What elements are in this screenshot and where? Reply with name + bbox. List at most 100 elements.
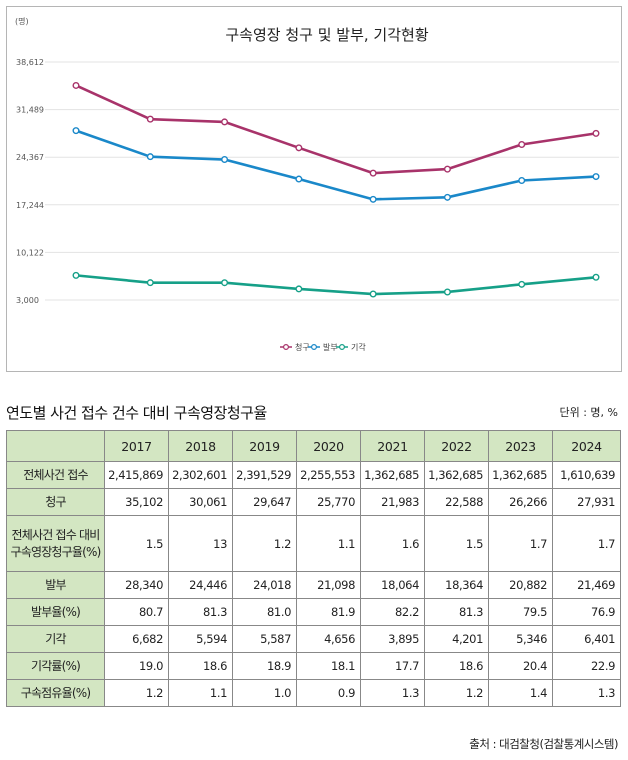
- table-cell: 1.6: [360, 515, 425, 572]
- table-cell: 3,895: [360, 625, 425, 653]
- data-point: [369, 290, 377, 298]
- year-header: 2018: [168, 430, 233, 462]
- data-point: [146, 279, 154, 287]
- table-cell: 81.9: [296, 598, 361, 626]
- y-tick-label: 10,122: [16, 248, 44, 257]
- table-cell: 1,362,685: [360, 461, 425, 489]
- table-cell: 19.0: [104, 652, 169, 680]
- table-cell: 26,266: [488, 488, 553, 516]
- table-cell: 20.4: [488, 652, 553, 680]
- year-header: 2021: [360, 430, 425, 462]
- table-cell: 1.1: [168, 679, 233, 707]
- table-cell: 4,656: [296, 625, 361, 653]
- table-cell: 6,401: [552, 625, 621, 653]
- table-cell: 30,061: [168, 488, 233, 516]
- table-cell: 1.2: [232, 515, 297, 572]
- year-header: 2024: [552, 430, 621, 462]
- table-cell: 1,362,685: [488, 461, 553, 489]
- year-header: 2019: [232, 430, 297, 462]
- legend-label: 청구: [295, 343, 310, 352]
- table-cell: 1.0: [232, 679, 297, 707]
- table-cell: 5,346: [488, 625, 553, 653]
- year-header: 2023: [488, 430, 553, 462]
- row-label: 발부율(%): [6, 598, 105, 626]
- y-tick-label: 17,244: [16, 201, 44, 210]
- table-cell: 27,931: [552, 488, 621, 516]
- table-cell: 76.9: [552, 598, 621, 626]
- table-cell: 2,302,601: [168, 461, 233, 489]
- row-label: 전체사건 접수 대비 구속영장청구율(%): [6, 515, 105, 572]
- table-cell: 5,587: [232, 625, 297, 653]
- data-point: [443, 193, 451, 201]
- table-cell: 17.7: [360, 652, 425, 680]
- data-point: [443, 288, 451, 296]
- data-point: [518, 141, 526, 149]
- data-point: [443, 165, 451, 173]
- table-cell: 24,446: [168, 571, 233, 599]
- table-cell: 80.7: [104, 598, 169, 626]
- data-point: [146, 153, 154, 161]
- chart-panel: 구속영장 청구 및 발부, 기각현황 (명) 38,612 31,489 24,36…: [6, 6, 622, 372]
- data-point: [221, 156, 229, 164]
- table-row: 청구 35,102 30,061 29,647 25,770 21,983 22,588 26…: [6, 488, 621, 516]
- y-axis-unit: (명): [15, 16, 29, 26]
- table-cell: 82.2: [360, 598, 425, 626]
- y-tick-label: 24,367: [16, 153, 44, 162]
- table-cell: 22.9: [552, 652, 621, 680]
- data-point: [295, 144, 303, 152]
- table-cell: 6,682: [104, 625, 169, 653]
- data-point: [295, 285, 303, 293]
- table-cell: 1.3: [552, 679, 621, 707]
- y-tick-label: 3,000: [16, 296, 39, 305]
- legend-marker: [283, 344, 290, 351]
- table-cell: 5,594: [168, 625, 233, 653]
- year-header: 2017: [104, 430, 169, 462]
- table-cell: 18.9: [232, 652, 297, 680]
- unit-label: 단위 : 명, %: [559, 406, 618, 419]
- line-chart: 구속영장 청구 및 발부, 기각현황 (명) 38,612 31,489 24,36…: [15, 16, 619, 352]
- data-table: 2017 2018 2019 2020 2021 2022 2023 2024 전체사건 접수…: [6, 430, 621, 707]
- y-tick-label: 31,489: [16, 106, 44, 115]
- table-cell: 1.2: [104, 679, 169, 707]
- table-cell: 1.2: [424, 679, 489, 707]
- table-row: 발부율(%) 80.7 81.3 81.0 81.9 82.2 81.3 79.5 76.9: [6, 598, 621, 626]
- table-cell: 81.0: [232, 598, 297, 626]
- data-point: [592, 129, 600, 137]
- legend-marker: [311, 344, 318, 351]
- table-cell: 1.5: [104, 515, 169, 572]
- source-note: 출처 : 대검찰청(검찰통계시스템): [469, 737, 618, 751]
- table-row: 구속점유율(%) 1.2 1.1 1.0 0.9 1.3 1.2 1.4 1.3: [6, 679, 621, 707]
- table-row: 전체사건 접수 대비 구속영장청구율(%) 1.5 13 1.2 1.1 1.6 1.5 1.7…: [6, 515, 621, 572]
- table-cell: 18.6: [168, 652, 233, 680]
- table-title: 연도별 사건 접수 건수 대비 구속영장청구율: [6, 404, 267, 422]
- table-cell: 21,983: [360, 488, 425, 516]
- table-cell: 0.9: [296, 679, 361, 707]
- table-cell: 1.4: [488, 679, 553, 707]
- table-cell: 1.3: [360, 679, 425, 707]
- table-cell: 1.7: [488, 515, 553, 572]
- table-cell: 79.5: [488, 598, 553, 626]
- table-cell: 2,415,869: [104, 461, 169, 489]
- series-line-2: [75, 274, 597, 296]
- y-tick-label: 38,612: [16, 58, 44, 67]
- table-header-row: 2017 2018 2019 2020 2021 2022 2023 2024: [6, 430, 621, 462]
- data-point: [518, 280, 526, 288]
- row-label: 기각률(%): [6, 652, 105, 680]
- row-label: 구속점유율(%): [6, 679, 105, 707]
- table-corner-cell: [6, 430, 105, 462]
- table-row: 기각률(%) 19.0 18.6 18.9 18.1 17.7 18.6 20.4 22.9: [6, 652, 621, 680]
- legend-label: 기각: [351, 342, 366, 352]
- row-label: 발부: [6, 571, 105, 599]
- data-point: [221, 118, 229, 126]
- table-cell: 1,610,639: [552, 461, 621, 489]
- series-line-0: [75, 84, 597, 175]
- table-cell: 18.1: [296, 652, 361, 680]
- table-cell: 13: [168, 515, 233, 572]
- table-cell: 21,469: [552, 571, 621, 599]
- data-point: [592, 273, 600, 281]
- table-cell: 25,770: [296, 488, 361, 516]
- table-cell: 1,362,685: [424, 461, 489, 489]
- year-header: 2020: [296, 430, 361, 462]
- data-point: [518, 176, 526, 184]
- table-cell: 18,064: [360, 571, 425, 599]
